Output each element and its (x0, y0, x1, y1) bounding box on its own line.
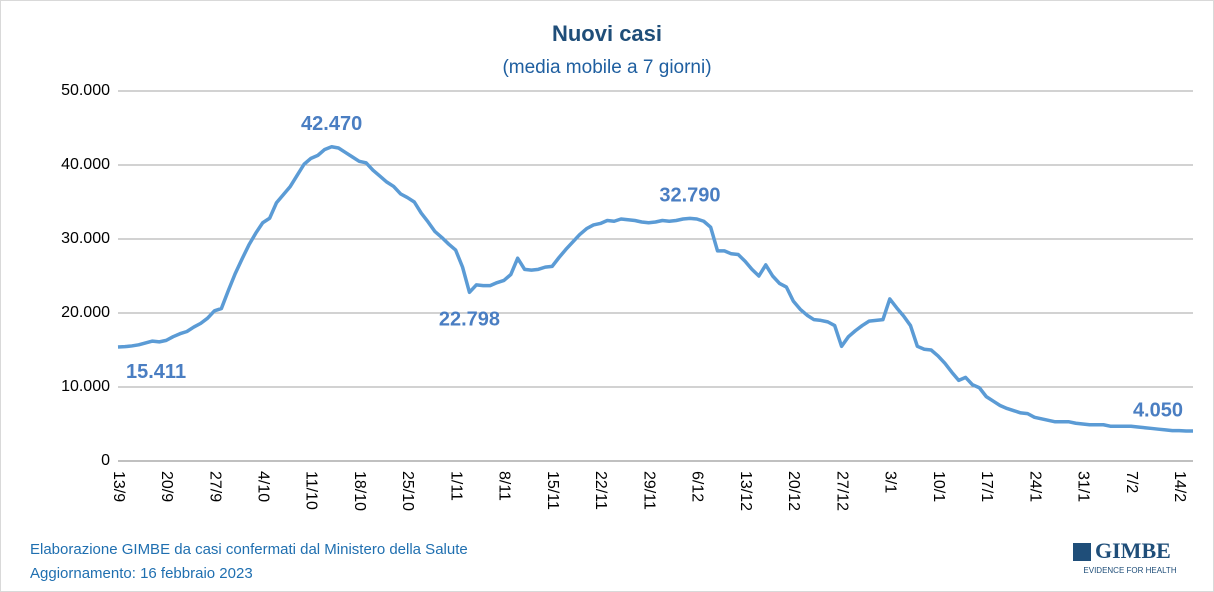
footer-note: Elaborazione GIMBE da casi confermati da… (30, 541, 468, 558)
y-tick-label: 30.000 (61, 230, 110, 247)
x-tick-label: 11/10 (303, 471, 320, 510)
logo: GIMBE EVIDENCE FOR HEALTH (1073, 538, 1177, 575)
y-tick-label: 50.000 (61, 82, 110, 99)
x-tick-label: 18/10 (351, 471, 368, 511)
logo-name: GIMBE (1095, 538, 1171, 563)
x-tick-label: 13/9 (110, 471, 127, 502)
x-tick-label: 25/10 (399, 471, 416, 511)
x-tick-label: 22/11 (592, 471, 609, 510)
x-tick-label: 15/11 (544, 471, 561, 510)
x-tick-label: 17/1 (978, 471, 995, 502)
x-tick-label: 20/9 (158, 471, 175, 502)
x-tick-label: 29/11 (640, 471, 657, 510)
footer-update: Aggiornamento: 16 febbraio 2023 (30, 565, 253, 582)
data-line (117, 144, 1193, 433)
x-tick-label: 27/12 (833, 471, 850, 511)
logo-tagline: EVIDENCE FOR HEALTH (1083, 566, 1176, 575)
x-tick-label: 1/11 (447, 471, 464, 501)
y-tick-label: 40.000 (61, 156, 110, 173)
x-tick-label: 8/11 (496, 471, 513, 501)
y-tick-label: 0 (101, 452, 110, 469)
chart-subtitle: (media mobile a 7 giorni) (502, 57, 711, 78)
chart-title: Nuovi casi (552, 21, 662, 46)
y-tick-label: 20.000 (61, 304, 110, 321)
x-tick-label: 3/1 (882, 471, 899, 493)
x-tick-label: 27/9 (206, 471, 223, 502)
x-tick-label: 4/10 (254, 471, 271, 502)
x-tick-label: 13/12 (737, 471, 754, 511)
logo-icon (1073, 543, 1091, 561)
data-label: 4.050 (1133, 399, 1183, 421)
x-tick-label: 7/2 (1123, 471, 1140, 493)
x-tick-label: 24/1 (1026, 471, 1043, 502)
x-tick-label: 10/1 (930, 471, 947, 502)
x-tick-label: 14/2 (1171, 471, 1188, 502)
data-label: 15.411 (126, 361, 186, 383)
x-tick-label: 20/12 (785, 471, 802, 511)
data-label: 42.470 (301, 113, 362, 135)
data-label: 22.798 (439, 309, 500, 331)
y-tick-label: 10.000 (61, 378, 110, 395)
x-tick-label: 31/1 (1075, 471, 1092, 502)
data-label: 32.790 (659, 185, 720, 207)
x-tick-label: 6/12 (689, 471, 706, 502)
